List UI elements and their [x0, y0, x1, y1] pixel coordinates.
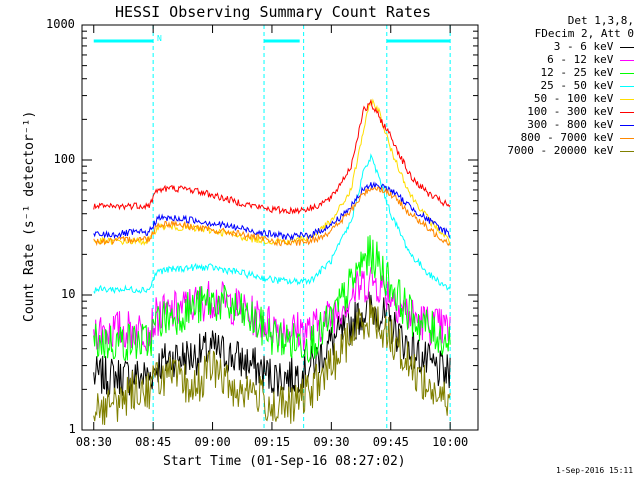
- legend-entry: 300 - 800 keV: [527, 118, 634, 131]
- legend-entry: 50 - 100 keV: [534, 92, 634, 105]
- legend-label: 25 - 50 keV: [540, 79, 620, 92]
- series-line-12to25keV: [93, 235, 451, 364]
- legend-entry: 800 - 7000 keV: [521, 131, 634, 144]
- x-tick-label: 09:30: [313, 435, 350, 449]
- x-tick-label: 10:00: [432, 435, 469, 449]
- y-tick-label: 100: [53, 152, 76, 166]
- x-tick-label: 09:00: [194, 435, 231, 449]
- legend-swatch: [620, 98, 634, 100]
- plot-frame: [81, 24, 479, 431]
- x-axis-label: Start Time (01-Sep-16 08:27:02): [163, 454, 406, 469]
- legend-entry: 100 - 300 keV: [527, 105, 634, 118]
- y-tick-label: 1: [68, 422, 76, 436]
- series-layer: [93, 98, 451, 426]
- series-line-7000to20000keV: [93, 299, 451, 426]
- legend-label: 7000 - 20000 keV: [507, 144, 620, 157]
- legend-label: 12 - 25 keV: [540, 66, 620, 79]
- legend-label: 6 - 12 keV: [547, 53, 620, 66]
- legend-entry: 12 - 25 keV: [541, 66, 634, 79]
- flag-marker: N: [157, 34, 162, 43]
- series-line-100to300keV: [93, 99, 451, 215]
- y-axis-label: Count Rate (s⁻¹ detector⁻¹): [22, 110, 37, 322]
- legend-entry: 3 - 6 keV: [554, 40, 634, 53]
- y-tick-label: 1000: [46, 17, 75, 31]
- legend-header: Det 1,3,8,: [567, 14, 634, 27]
- legend-entry: 25 - 50 keV: [541, 79, 634, 92]
- legend-swatch: [620, 150, 634, 152]
- x-tick-label: 08:30: [75, 435, 112, 449]
- legend-entry: 6 - 12 keV: [547, 53, 634, 66]
- series-line-25to50keV: [93, 153, 451, 295]
- legend-entry: 7000 - 20000 keV: [507, 144, 634, 157]
- x-tick-label: 09:45: [372, 435, 409, 449]
- legend-swatch: [620, 85, 634, 87]
- series-line-6to12keV: [93, 266, 451, 352]
- axis-ticks: [82, 24, 478, 431]
- legend-label: 3 - 6 keV: [553, 40, 620, 53]
- legend-label: 800 - 7000 keV: [520, 131, 620, 144]
- legend-swatch: [620, 46, 634, 48]
- legend-swatch: [620, 111, 634, 113]
- legend-swatch: [620, 72, 634, 74]
- timestamp: 1-Sep-2016 15:11: [556, 466, 634, 475]
- legend-label: 100 - 300 keV: [527, 105, 620, 118]
- series-line-800to7000keV: [93, 186, 451, 247]
- legend-swatch: [620, 124, 634, 126]
- x-tick-label: 08:45: [135, 435, 172, 449]
- legend-label: 50 - 100 keV: [533, 92, 620, 105]
- chart-title: HESSI Observing Summary Count Rates: [115, 3, 432, 21]
- legend-swatch: [620, 59, 634, 61]
- legend-label: 300 - 800 keV: [527, 118, 620, 131]
- x-tick-label: 09:15: [253, 435, 291, 449]
- legend-swatch: [620, 137, 634, 139]
- y-tick-label: 10: [61, 287, 76, 301]
- legend-header: FDecim 2, Att 0: [534, 27, 634, 40]
